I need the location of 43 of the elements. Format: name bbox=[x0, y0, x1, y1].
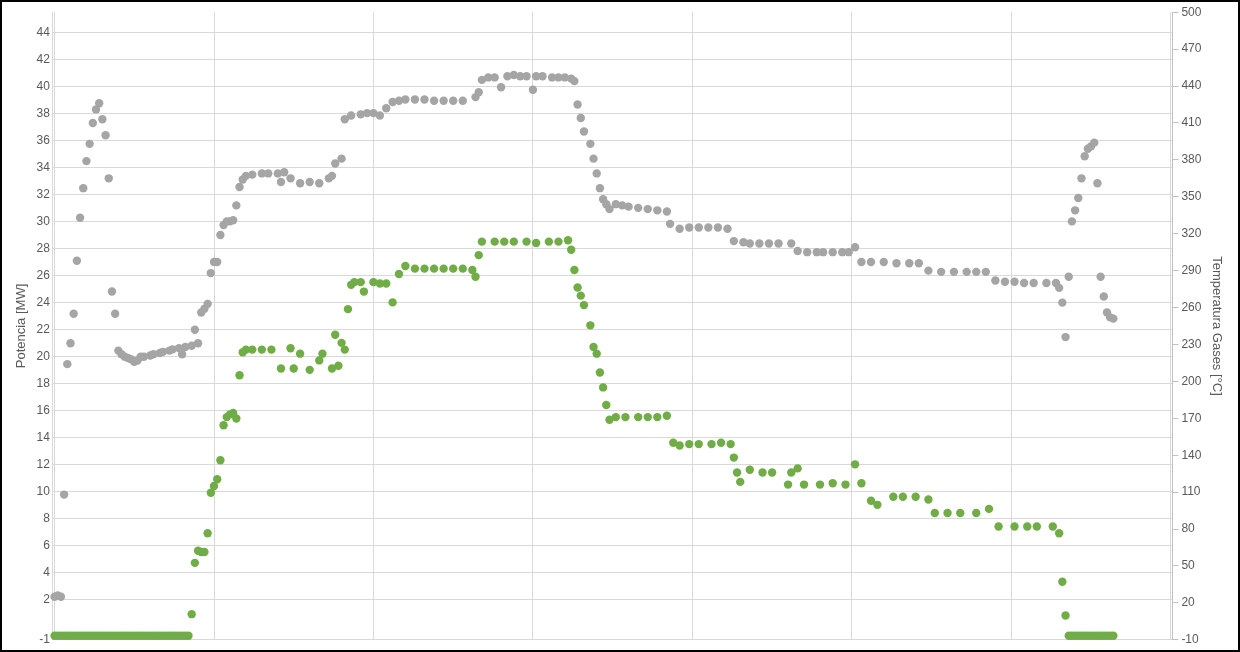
y-tick-label: 32 bbox=[36, 186, 51, 201]
y2-tick-label: 470 bbox=[1181, 41, 1202, 56]
y-tick-label: 16 bbox=[36, 402, 51, 417]
y-axis-title: Potencia [MW] bbox=[13, 283, 29, 369]
y-tick-label: 14 bbox=[36, 429, 51, 444]
y2-tick-label: 140 bbox=[1181, 447, 1202, 462]
y-tick-label: -1 bbox=[39, 632, 51, 647]
y2-tick-label: 380 bbox=[1181, 152, 1202, 167]
y2-tick-label: 80 bbox=[1181, 521, 1196, 536]
y-tick-label: 42 bbox=[36, 51, 51, 66]
y2-tick-label: 110 bbox=[1181, 484, 1201, 499]
y-tick-label: 44 bbox=[36, 24, 51, 39]
y-tick-label: 38 bbox=[36, 105, 51, 120]
y-tick-label: 26 bbox=[36, 267, 51, 282]
y2-tick-label: 230 bbox=[1181, 336, 1202, 351]
y2-tick-label: 260 bbox=[1181, 299, 1202, 314]
y-tick-label: 12 bbox=[36, 456, 51, 471]
y2-tick-label: 320 bbox=[1181, 226, 1202, 241]
y2-tick-label: 200 bbox=[1181, 373, 1202, 388]
y2-tick-label: 440 bbox=[1181, 78, 1202, 93]
y-tick-label: 6 bbox=[43, 537, 51, 552]
y2-tick-label: -10 bbox=[1181, 632, 1200, 647]
y2-tick-label: 350 bbox=[1181, 189, 1202, 204]
y-tick-label: 34 bbox=[36, 159, 51, 174]
y-tick-label: 28 bbox=[36, 240, 51, 255]
y2-tick-label: 410 bbox=[1181, 115, 1202, 130]
y2-tick-label: 170 bbox=[1181, 410, 1202, 425]
y-tick-label: 10 bbox=[36, 483, 51, 498]
y2-tick-label: 290 bbox=[1181, 262, 1202, 277]
y2-axis-title: Temperatura Gases [°C] bbox=[1209, 256, 1225, 396]
y-tick-label: 24 bbox=[36, 294, 51, 309]
y-tick-label: 30 bbox=[36, 213, 51, 228]
y2-tick-label: 50 bbox=[1181, 558, 1196, 573]
y2-tick-label: 500 bbox=[1181, 4, 1202, 19]
y-tick-label: 4 bbox=[43, 564, 51, 579]
y-tick-label: 18 bbox=[36, 375, 51, 390]
y2-tick-label: 20 bbox=[1181, 595, 1196, 610]
y-tick-label: 2 bbox=[43, 591, 51, 606]
y-tick-label: 8 bbox=[43, 510, 51, 525]
y-tick-label: 22 bbox=[36, 321, 51, 336]
y-tick-label: 36 bbox=[36, 132, 51, 147]
y-tick-label: 40 bbox=[36, 78, 51, 93]
y-tick-label: 20 bbox=[36, 348, 51, 363]
